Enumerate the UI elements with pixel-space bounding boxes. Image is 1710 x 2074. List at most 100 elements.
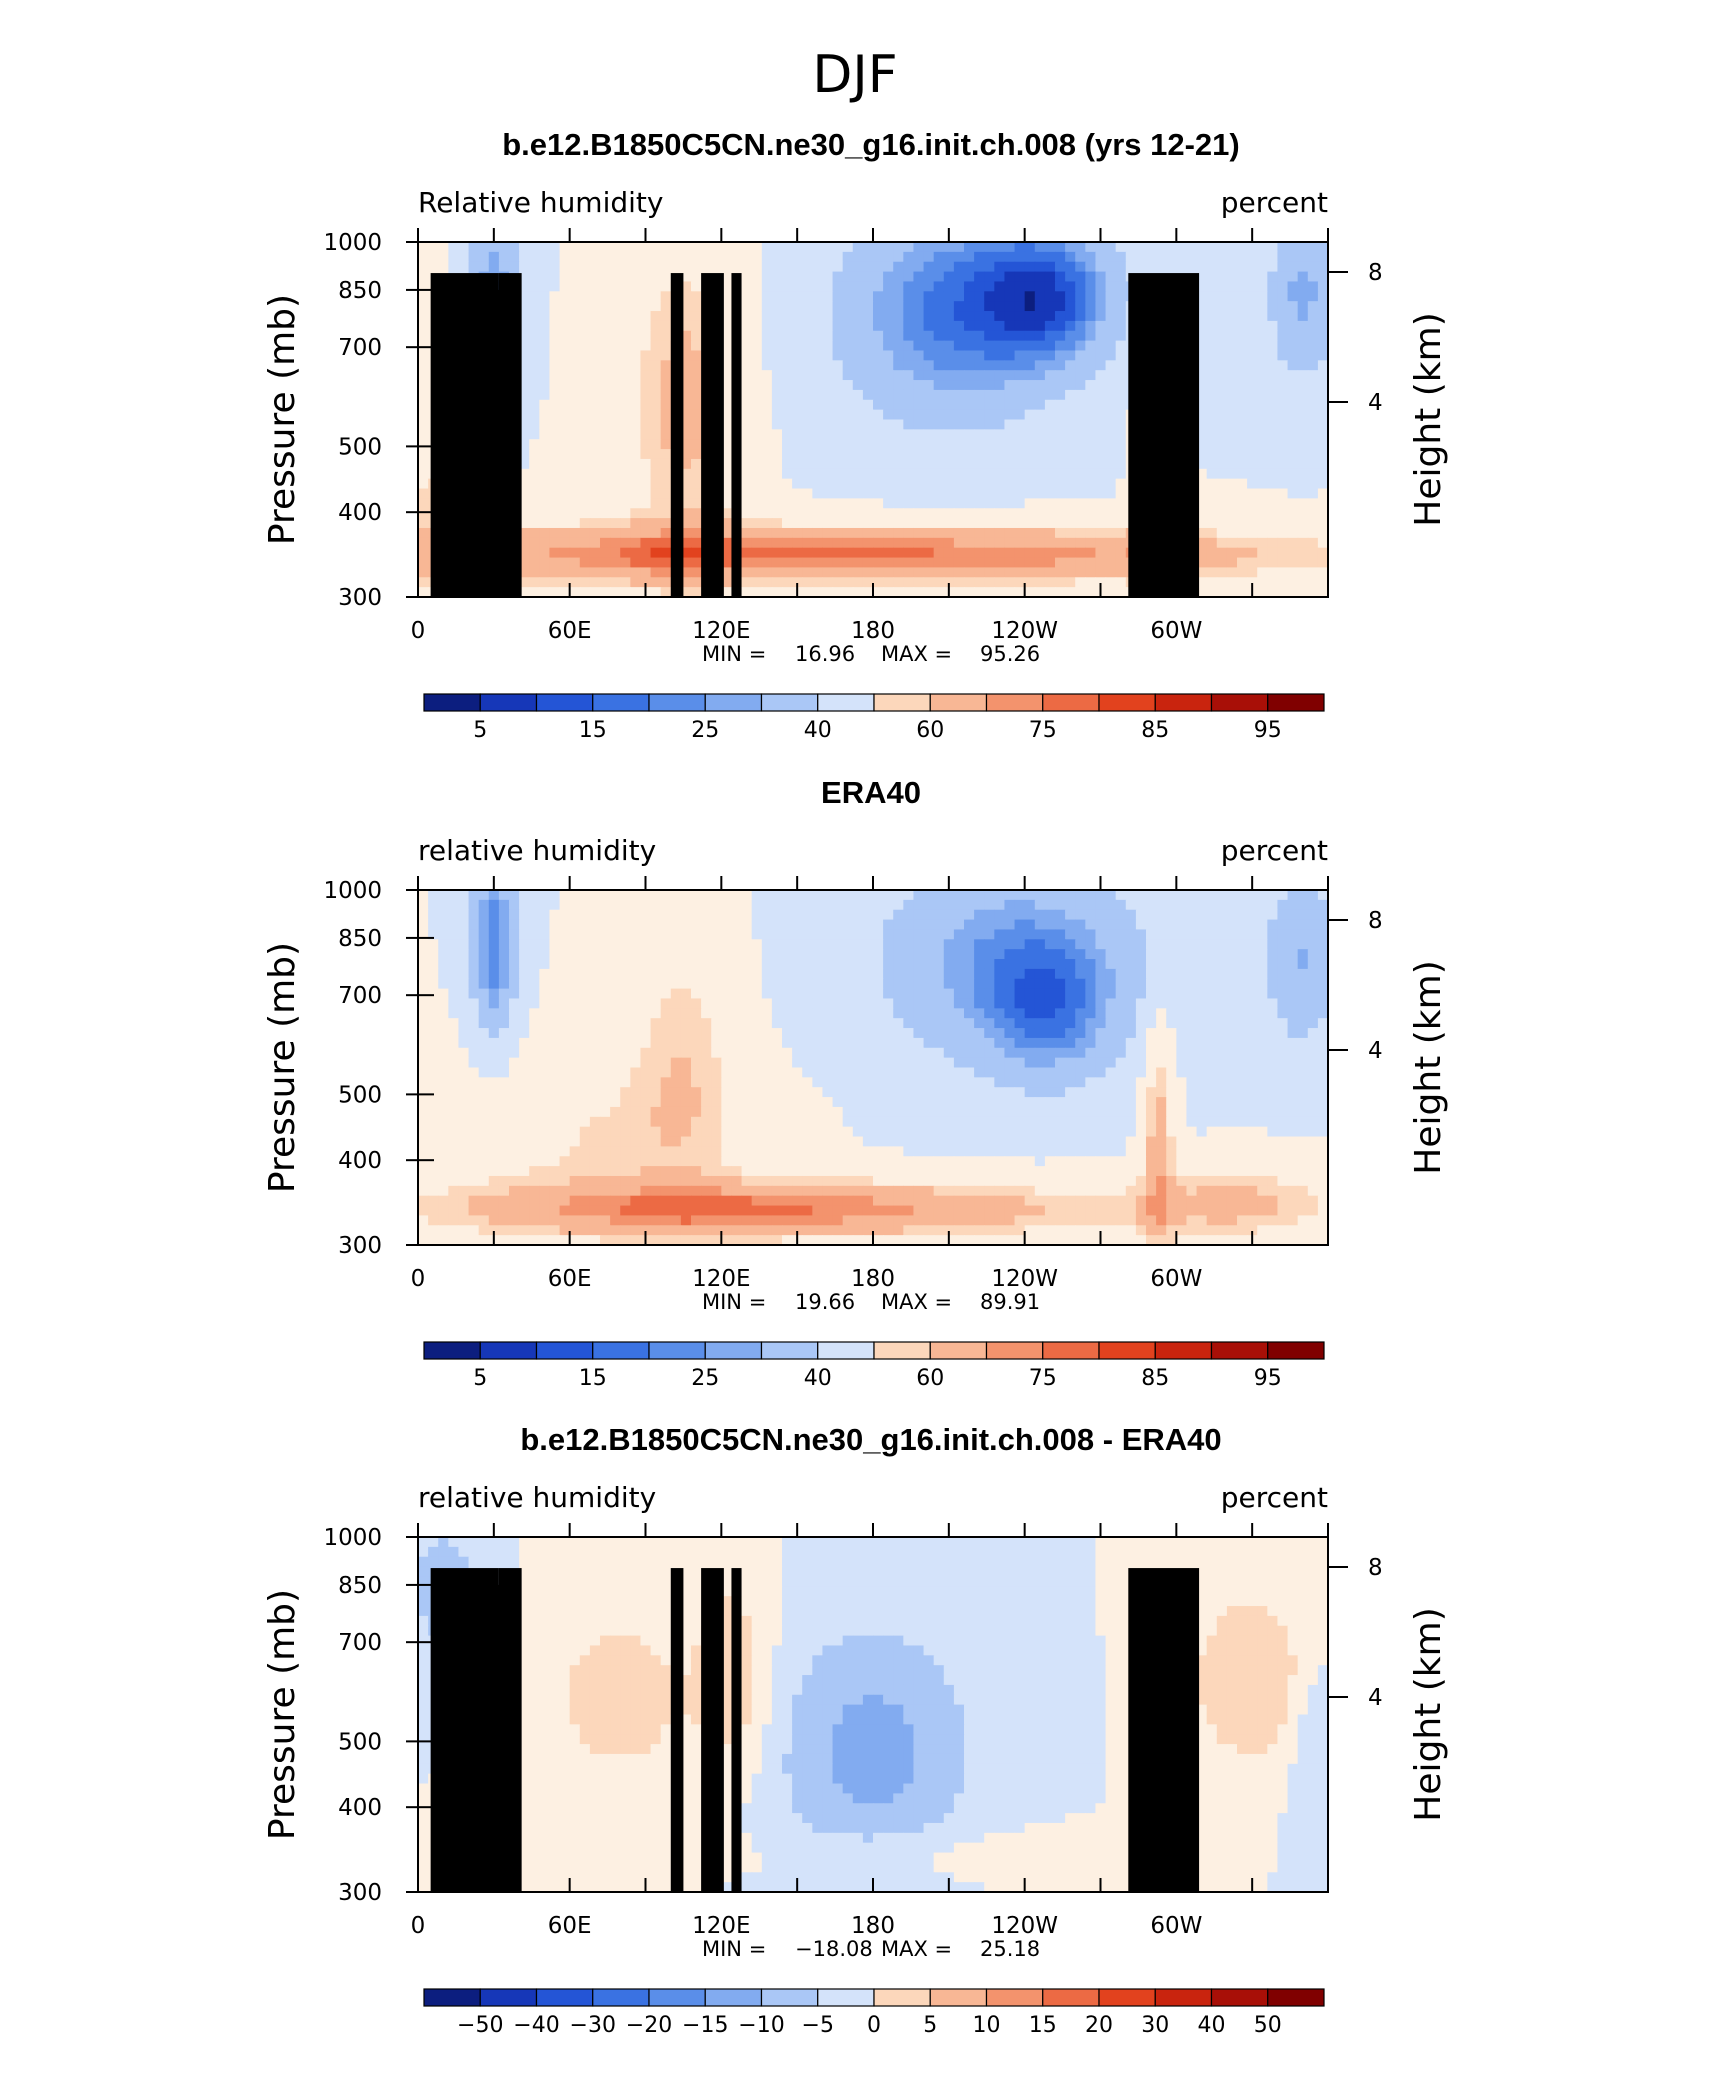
contour-cell	[974, 468, 985, 480]
contour-cell	[1095, 340, 1107, 352]
contour-cell	[1024, 281, 1036, 292]
contour-cell	[1115, 1057, 1127, 1069]
contour-cell	[1287, 909, 1299, 921]
contour-cell	[1125, 251, 1137, 263]
colorbar-label: 85	[1141, 718, 1169, 743]
contour-cell	[923, 978, 935, 990]
contour-cell	[903, 498, 915, 509]
contour-cell	[974, 350, 985, 361]
contour-cell	[802, 1008, 813, 1019]
contour-cell	[640, 567, 652, 578]
contour-cell	[660, 577, 672, 588]
contour-cell	[1277, 508, 1289, 519]
contour-cell	[650, 271, 662, 283]
contour-cell	[1125, 988, 1137, 1000]
contour-cell	[782, 919, 793, 931]
contour-cell	[529, 320, 540, 332]
contour-cell	[1257, 478, 1268, 490]
contour-cell	[1206, 498, 1218, 509]
contour-cell	[862, 1008, 874, 1019]
contour-cell	[1135, 899, 1147, 911]
contour-cell	[1226, 959, 1238, 970]
contour-cell	[1024, 1018, 1036, 1029]
contour-cell	[953, 478, 965, 490]
contour-cell	[1196, 1008, 1208, 1019]
contour-cell	[842, 557, 854, 569]
contour-cell	[569, 409, 581, 421]
contour-cell	[1004, 547, 1016, 559]
contour-cell	[893, 311, 904, 322]
contour-cell	[650, 242, 662, 253]
contour-cell	[711, 998, 722, 1009]
contour-cell	[913, 518, 925, 529]
contour-cell	[640, 271, 652, 283]
contour-cell	[488, 959, 500, 970]
contour-cell	[569, 242, 581, 253]
contour-cell	[761, 508, 773, 519]
contour-cell	[761, 360, 773, 371]
contour-cell	[842, 1057, 854, 1069]
contour-cell	[782, 350, 793, 361]
contour-cell	[1105, 899, 1117, 911]
contour-cell	[630, 439, 642, 450]
contour-cell	[903, 261, 915, 273]
contour-cell	[1216, 330, 1228, 342]
contour-cell	[610, 261, 621, 273]
contour-cell	[943, 1028, 955, 1039]
contour-cell	[539, 370, 551, 381]
contour-cell	[630, 350, 642, 361]
contour-cell	[802, 458, 813, 470]
contour-cell	[761, 380, 773, 391]
contour-cell	[1014, 537, 1026, 549]
contour-cell	[680, 577, 692, 588]
contour-cell	[539, 251, 551, 263]
contour-cell	[1115, 242, 1127, 253]
contour-cell	[771, 939, 783, 950]
contour-cell	[620, 527, 631, 539]
contour-cell	[1257, 409, 1268, 421]
contour-cell	[478, 1018, 490, 1029]
contour-cell	[610, 899, 621, 911]
contour-cell	[1287, 518, 1299, 529]
contour-cell	[741, 1018, 753, 1029]
contour-cell	[1055, 968, 1066, 980]
contour-cell	[903, 242, 915, 253]
contour-cell	[1085, 242, 1097, 253]
contour-cell	[640, 429, 652, 440]
contour-cell	[1196, 488, 1208, 499]
contour-cell	[1267, 1018, 1279, 1029]
contour-cell	[903, 409, 915, 421]
contour-cell	[933, 301, 945, 312]
contour-cell	[630, 988, 642, 1000]
contour-cell	[1014, 399, 1026, 411]
contour-cell	[913, 557, 925, 569]
contour-cell	[822, 978, 834, 990]
contour-cell	[832, 301, 844, 312]
contour-cell	[1024, 998, 1036, 1009]
contour-cell	[579, 320, 591, 332]
contour-cell	[1196, 468, 1208, 480]
contour-cell	[943, 458, 955, 470]
contour-cell	[984, 271, 995, 283]
contour-cell	[1014, 919, 1026, 931]
contour-cell	[984, 929, 995, 940]
contour-cell	[852, 968, 864, 980]
contour-cell	[1267, 909, 1279, 921]
contour-cell	[862, 968, 874, 980]
contour-cell	[1024, 370, 1036, 381]
contour-cell	[539, 577, 551, 588]
contour-cell	[903, 899, 915, 911]
contour-cell	[1044, 939, 1056, 950]
contour-cell	[913, 988, 925, 1000]
contour-cell	[610, 919, 621, 931]
contour-cell	[761, 998, 773, 1009]
contour-cell	[883, 478, 894, 490]
contour-cell	[1267, 281, 1279, 292]
contour-cell	[883, 409, 894, 421]
x-tick-label: 60W	[1150, 618, 1202, 644]
contour-cell	[782, 899, 793, 911]
contour-cell	[862, 498, 874, 509]
contour-cell	[458, 1008, 470, 1019]
contour-cell	[549, 567, 561, 578]
contour-cell	[1166, 988, 1177, 1000]
